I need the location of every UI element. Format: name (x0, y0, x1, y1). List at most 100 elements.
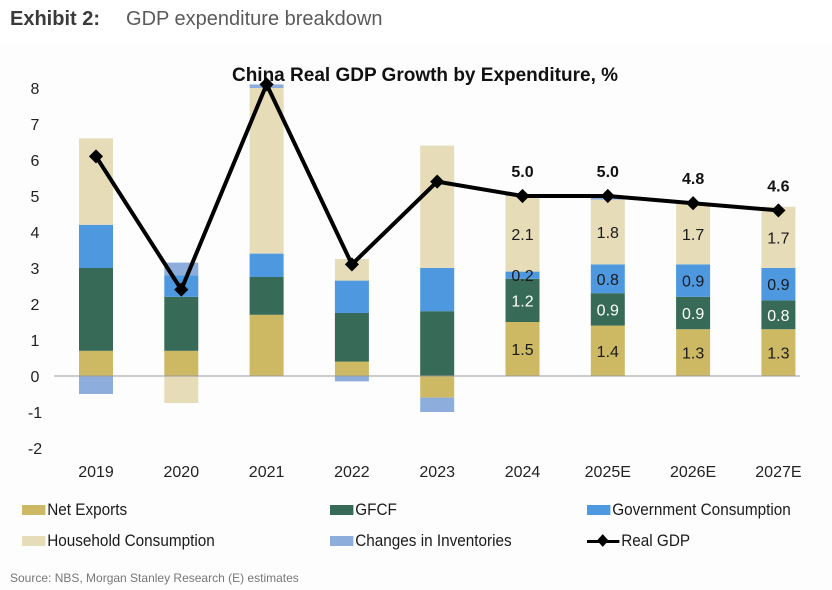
legend-swatch-icon (330, 536, 354, 546)
legend-swatch-icon (22, 536, 46, 546)
x-tick-label: 2027E (755, 464, 801, 481)
bar-segment-government-consumption-2026e (676, 264, 711, 297)
real-gdp-label-2026e: 4.8 (682, 171, 704, 188)
real-gdp-marker-2022 (344, 257, 359, 272)
x-tick-label: 2020 (164, 464, 200, 481)
y-tick-label: 0 (31, 369, 40, 386)
bar-segment-government-consumption-2022 (334, 280, 369, 313)
real-gdp-marker-2027e (771, 203, 786, 218)
bar-segment-net-exports-2021 (249, 314, 284, 376)
bar-segment-net-exports-2022 (334, 361, 369, 376)
bar-segment-household-consumption-2024 (505, 196, 540, 272)
x-axis: 2019 2020 2021 2022 2023 2024 2025E 2026E 2027E (78, 464, 801, 481)
y-tick-label: 7 (31, 117, 40, 134)
x-tick-label: 2024 (505, 464, 541, 481)
segment-label-government-consumption-2026e: 0.9 (682, 274, 704, 291)
segment-label-gfcf-2025e: 0.9 (597, 302, 619, 319)
bar-segment-gfcf-2020 (164, 296, 199, 351)
segment-label-gfcf-2026e: 0.9 (682, 306, 704, 323)
bar-segment-gfcf-2021 (249, 277, 284, 315)
bar-segment-household-consumption-2025e (590, 199, 625, 265)
bar-segment-net-exports-2019 (79, 350, 113, 376)
bar-segment-household-consumption-2026e (676, 203, 711, 265)
legend-label: Household Consumption (47, 531, 215, 550)
y-tick-label: 6 (31, 153, 40, 170)
real-gdp-label-2025e: 5.0 (597, 164, 619, 181)
bar-segment-household-consumption-2020 (164, 376, 199, 403)
y-tick-label: 8 (31, 81, 40, 98)
segment-label-gfcf-2027e: 0.8 (767, 308, 789, 325)
segment-label-government-consumption-2024: 0.2 (511, 268, 533, 285)
segment-label-household-consumption-2026e: 1.7 (682, 227, 704, 244)
chart-title: China Real GDP Growth by Expenditure, % (232, 65, 618, 86)
segment-labels: 1.5 1.2 0.2 2.1 1.4 0.9 0.8 1.8 1.3 0.9 0.9 1.7 1.3 0… (511, 225, 789, 363)
x-tick-label: 2022 (334, 464, 370, 481)
real-gdp-line: 5.0 5.0 4.8 4.6 (88, 77, 790, 297)
bar-segment-gfcf-2019 (79, 268, 113, 351)
legend-item-gfcf: GFCF (330, 500, 397, 520)
bar-segment-government-consumption-2023 (420, 268, 455, 312)
y-tick-label: 3 (31, 261, 40, 278)
legend-item-real-gdp: Real GDP (587, 531, 690, 551)
real-gdp-marker-2025e (600, 188, 615, 204)
bar-segment-gfcf-2026e (676, 296, 711, 330)
segment-label-gfcf-2024: 1.2 (511, 293, 533, 310)
segment-label-net-exports-2025e: 1.4 (597, 344, 619, 361)
source-note: Source: NBS, Morgan Stanley Research (E)… (10, 571, 299, 585)
segment-label-net-exports-2027e: 1.3 (767, 346, 789, 363)
legend-label: Changes in Inventories (355, 531, 512, 550)
segment-label-net-exports-2024: 1.5 (511, 342, 533, 359)
legend-swatch-icon (587, 505, 611, 515)
bar-segment-household-consumption-2023 (420, 145, 455, 268)
bar-segment-changes-in-inventories-2023 (420, 397, 455, 412)
y-tick-label: -2 (28, 441, 42, 458)
x-tick-label: 2026E (670, 464, 716, 481)
legend-swatch-icon (22, 505, 46, 515)
legend-label: GFCF (355, 500, 397, 519)
bar-segment-changes-in-inventories-2019 (79, 376, 113, 394)
segment-label-household-consumption-2025e: 1.8 (597, 225, 619, 242)
real-gdp-marker-2020 (174, 282, 189, 297)
legend-label: Government Consumption (612, 500, 791, 519)
bar-segment-net-exports-2026e (676, 329, 711, 376)
legend-item-government-consumption: Government Consumption (587, 500, 791, 520)
bar-segment-gfcf-2023 (420, 311, 455, 376)
bar-segment-gfcf-2025e (590, 293, 625, 326)
bar-segment-net-exports-2027e (761, 329, 796, 376)
bar-segment-net-exports-2023 (420, 376, 455, 398)
real-gdp-label-2027e: 4.6 (767, 178, 789, 195)
bar-segment-net-exports-2024 (505, 322, 540, 376)
y-tick-label: 1 (31, 333, 40, 350)
legend-item-net-exports: Net Exports (22, 500, 127, 520)
segment-label-net-exports-2026e: 1.3 (682, 346, 704, 363)
legend-line-marker-icon (587, 534, 620, 548)
y-tick-label: 2 (31, 297, 40, 314)
stacked-bar-chart: China Real GDP Growth by Expenditure, % … (28, 65, 802, 481)
y-tick-label: 5 (31, 189, 40, 206)
y-axis: 8 7 6 5 4 3 2 1 0 -1 -2 (28, 81, 42, 458)
bar-segment-government-consumption-2027e (761, 268, 796, 301)
segment-label-household-consumption-2024: 2.1 (511, 227, 533, 244)
legend-item-household-consumption: Household Consumption (22, 531, 215, 551)
segment-label-government-consumption-2027e: 0.9 (767, 277, 789, 294)
legend-swatch-icon (330, 505, 354, 515)
exhibit-subtitle: GDP expenditure breakdown (126, 8, 383, 30)
legend-label: Net Exports (47, 500, 128, 519)
exhibit-label: Exhibit 2: (10, 8, 101, 30)
bar-segment-government-consumption-2021 (249, 253, 284, 277)
y-tick-label: 4 (31, 225, 40, 242)
bars (79, 84, 796, 412)
real-gdp-marker-2021 (259, 77, 274, 92)
bar-segment-government-consumption-2024 (505, 271, 540, 279)
y-tick-label: -1 (28, 405, 42, 422)
real-gdp-label-2024: 5.0 (511, 164, 533, 181)
x-tick-label: 2023 (419, 464, 455, 481)
legend-label: Real GDP (621, 531, 691, 550)
exhibit-header: Exhibit 2: GDP expenditure breakdown (10, 8, 382, 38)
x-tick-label: 2021 (249, 464, 285, 481)
real-gdp-marker-2026e (686, 196, 701, 211)
bar-segment-gfcf-2027e (761, 300, 796, 330)
legend-item-changes-in-inventories: Changes in Inventories (330, 531, 512, 551)
bar-segment-changes-in-inventories-2022 (334, 376, 369, 382)
bar-segment-net-exports-2025e (590, 325, 625, 376)
